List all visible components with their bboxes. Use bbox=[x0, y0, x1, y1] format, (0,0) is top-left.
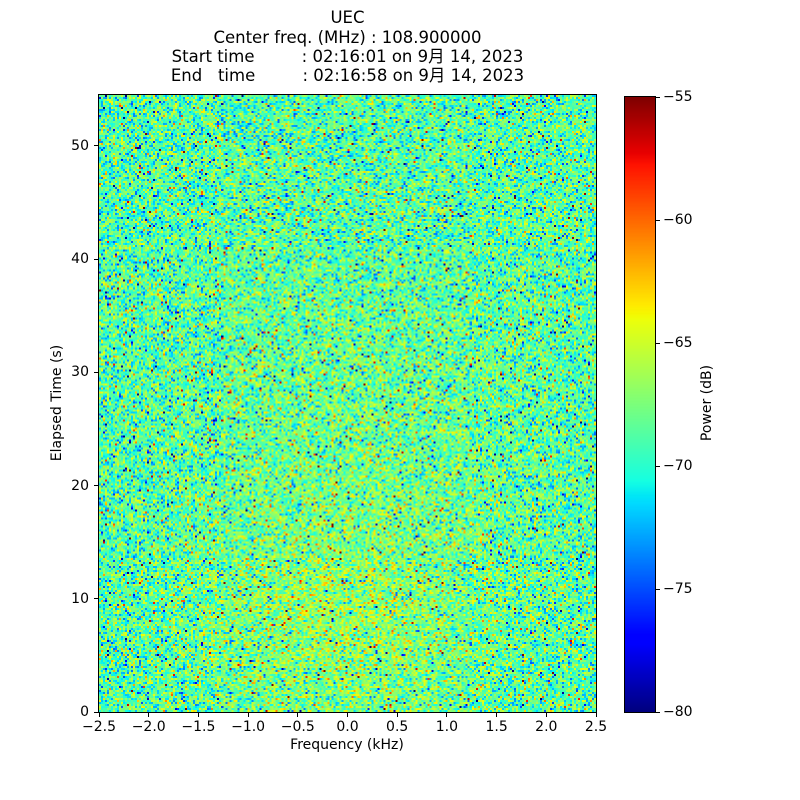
tick-label: 1.5 bbox=[485, 719, 508, 735]
tick-label: −75 bbox=[663, 581, 693, 597]
tick-mark bbox=[656, 465, 660, 467]
tick-mark bbox=[94, 485, 98, 487]
tick-label: −60 bbox=[663, 212, 693, 228]
tick-mark bbox=[94, 371, 98, 373]
tick-mark bbox=[297, 713, 299, 717]
x-axis-label: Frequency (kHz) bbox=[290, 737, 404, 753]
end-time-line: End time : 02:16:58 on 9月 14, 2023 bbox=[170, 66, 525, 85]
tick-mark bbox=[347, 713, 348, 717]
tick-label: −0.5 bbox=[280, 719, 315, 735]
tick-label: 2.5 bbox=[584, 719, 608, 735]
tick-label: −80 bbox=[663, 704, 693, 720]
tick-mark bbox=[94, 711, 98, 713]
tick-label: −1.0 bbox=[231, 719, 266, 735]
tick-mark bbox=[656, 711, 660, 713]
colorbar-gradient bbox=[625, 97, 655, 712]
tick-label: 0.5 bbox=[386, 719, 409, 735]
tick-label: 0 bbox=[80, 704, 89, 720]
tick-label: 10 bbox=[71, 590, 89, 607]
tick-label: −65 bbox=[663, 335, 693, 351]
tick-mark bbox=[595, 713, 597, 717]
tick-mark bbox=[545, 713, 547, 717]
tick-mark bbox=[98, 713, 100, 717]
tick-mark bbox=[656, 342, 660, 344]
tick-label: 40 bbox=[71, 251, 89, 268]
tick-label: −1.5 bbox=[181, 719, 216, 735]
tick-label: 30 bbox=[71, 364, 89, 381]
tick-label: 2.0 bbox=[535, 719, 558, 735]
tick-label: −2.0 bbox=[131, 719, 166, 735]
tick-label: 1.0 bbox=[435, 719, 459, 735]
tick-mark bbox=[94, 258, 98, 260]
spectrogram-heatmap bbox=[99, 95, 596, 712]
tick-mark bbox=[94, 598, 98, 600]
tick-mark bbox=[446, 713, 448, 717]
colorbar-label: Power (dB) bbox=[699, 364, 715, 442]
tick-label: −55 bbox=[663, 89, 693, 105]
y-axis-label: Elapsed Time (s) bbox=[49, 344, 65, 462]
tick-mark bbox=[656, 588, 660, 590]
tick-mark bbox=[148, 713, 150, 717]
tick-mark bbox=[396, 713, 398, 717]
center-freq-line: Center freq. (MHz) : 108.900000 bbox=[213, 28, 482, 47]
tick-mark bbox=[247, 713, 249, 717]
tick-mark bbox=[656, 96, 660, 98]
title-block: UEC Center freq. (MHz) : 108.900000 Star… bbox=[99, 8, 596, 85]
tick-mark bbox=[197, 713, 199, 717]
tick-mark bbox=[496, 713, 498, 717]
tick-label: 20 bbox=[71, 477, 89, 494]
figure-title: UEC bbox=[330, 8, 365, 27]
tick-mark bbox=[656, 219, 660, 221]
tick-mark bbox=[94, 145, 98, 147]
tick-label: 0.0 bbox=[336, 719, 359, 735]
tick-label: −70 bbox=[663, 458, 693, 474]
tick-label: 50 bbox=[71, 137, 89, 154]
tick-label: −2.5 bbox=[82, 719, 116, 735]
start-time-line: Start time : 02:16:01 on 9月 14, 2023 bbox=[171, 47, 524, 66]
